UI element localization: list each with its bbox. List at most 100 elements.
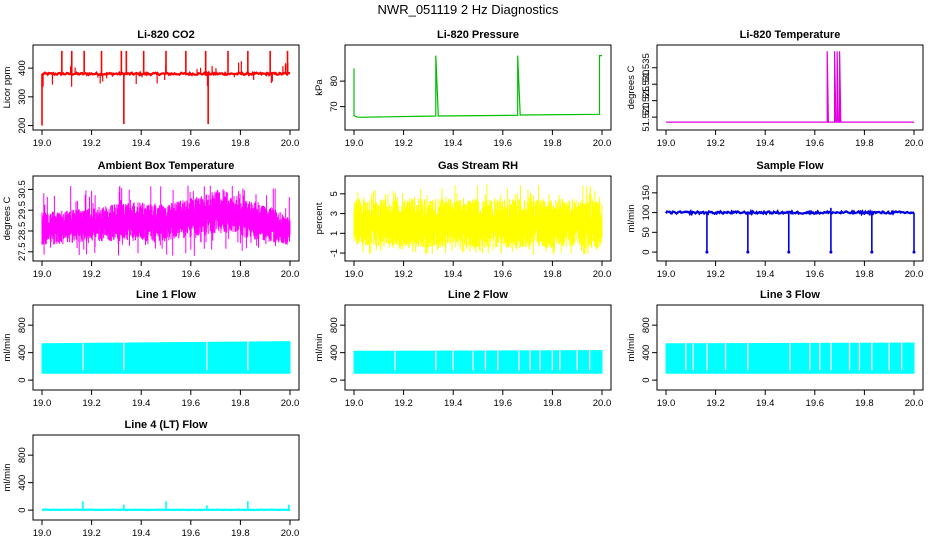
- chart-line2: Line 2 Flow 19.0 19.2 19.4 19.6 19.8 20.0 0 400 8…: [314, 289, 612, 409]
- x-tick-label: 20.0: [281, 269, 300, 280]
- plot-title: Li-820 Temperature: [740, 29, 841, 41]
- y-tick-label: 800: [641, 317, 652, 333]
- series-box_temp: [41, 185, 291, 256]
- x-tick-label: 19.8: [543, 269, 562, 280]
- y-axis-label: percent: [314, 202, 325, 234]
- x-tick-label: 19.8: [543, 398, 562, 409]
- x-tick-label: 19.2: [394, 138, 413, 149]
- plot-title: Li-820 Pressure: [437, 29, 519, 41]
- plot-title: Line 3 Flow: [760, 289, 820, 301]
- x-tick-label: 19.8: [231, 138, 250, 149]
- flow-dip-point: [705, 250, 709, 254]
- y-tick-label: 28.5: [17, 222, 28, 241]
- x-tick-label: 19.4: [444, 138, 463, 149]
- x-tick-label: 19.8: [855, 269, 874, 280]
- x-tick-label: 19.6: [182, 398, 201, 409]
- plot-frame: [344, 44, 612, 131]
- x-tick-label: 19.6: [182, 269, 201, 280]
- series-line2: [353, 349, 603, 374]
- plot-title: Line 2 Flow: [448, 289, 508, 301]
- plot-frame: [344, 175, 612, 262]
- series-line4: [41, 501, 291, 512]
- x-tick-label: 20.0: [593, 269, 612, 280]
- x-tick-label: 19.8: [231, 398, 250, 409]
- x-tick-label: 19.6: [494, 138, 513, 149]
- y-axis-label: ml/min: [314, 334, 325, 362]
- y-tick-label: 0: [641, 377, 652, 382]
- x-tick-label: 20.0: [281, 138, 300, 149]
- plot-frame: [656, 44, 924, 131]
- y-tick-label: 800: [17, 317, 28, 333]
- chart-temperature: Li-820 Temperature 19.0 19.2 19.4 19.6 19.8 20…: [626, 29, 924, 149]
- series-line: [666, 51, 914, 123]
- y-tick-label: 80: [329, 76, 340, 87]
- plot-title: Line 1 Flow: [136, 289, 196, 301]
- x-tick-label: 19.0: [345, 398, 364, 409]
- plot-frame: [32, 175, 300, 262]
- x-tick-label: 19.2: [706, 269, 725, 280]
- x-tick-label: 19.2: [706, 398, 725, 409]
- x-tick-label: 19.4: [132, 269, 151, 280]
- plot-title: Sample Flow: [756, 160, 824, 172]
- series-pressure: [353, 54, 602, 118]
- y-axis-label: degrees C: [2, 196, 13, 240]
- chart-co2: Li-820 CO2 19.0 19.2 19.4 19.6 19.8 20.0 200 300…: [2, 29, 300, 149]
- series-band: [353, 184, 603, 255]
- x-tick-label: 19.2: [82, 138, 101, 149]
- x-tick-label: 19.4: [132, 398, 151, 409]
- flow-dip-point: [912, 250, 916, 254]
- y-tick-label: 3: [329, 211, 340, 216]
- y-tick-label: 50: [641, 227, 652, 238]
- y-tick-label: 51.525: [641, 86, 652, 115]
- x-tick-label: 19.6: [182, 138, 201, 149]
- x-tick-label: 19.0: [345, 138, 364, 149]
- x-tick-label: 19.0: [33, 528, 52, 539]
- chart-line3: Line 3 Flow 19.0 19.2 19.4 19.6 19.8 20.0 0 400 8…: [626, 289, 924, 409]
- y-tick-label: 400: [17, 475, 28, 491]
- x-tick-label: 19.4: [132, 138, 151, 149]
- y-tick-label: 0: [17, 507, 28, 512]
- y-axis-label: Licor ppm: [2, 67, 13, 109]
- series-line: [353, 54, 602, 118]
- x-tick-label: 19.0: [33, 398, 52, 409]
- x-tick-label: 19.0: [33, 138, 52, 149]
- y-tick-label: 400: [17, 60, 28, 76]
- plot-title: Gas Stream RH: [438, 160, 518, 172]
- x-tick-label: 19.4: [444, 398, 463, 409]
- y-tick-label: 30.5: [17, 180, 28, 199]
- plot-title: Ambient Box Temperature: [98, 160, 235, 172]
- y-axis-label: ml/min: [626, 334, 637, 362]
- x-tick-label: 19.8: [855, 398, 874, 409]
- chart-line4: Line 4 (LT) Flow 19.0 19.2 19.4 19.6 19.8 20.0…: [2, 419, 300, 539]
- plot-title: Line 4 (LT) Flow: [125, 419, 208, 431]
- x-tick-label: 19.4: [756, 269, 775, 280]
- y-axis-label: ml/min: [2, 334, 13, 362]
- x-tick-label: 19.6: [182, 528, 201, 539]
- y-axis-label: ml/min: [2, 464, 13, 492]
- plot-frame: [32, 304, 300, 391]
- series-line1: [41, 340, 291, 374]
- x-tick-label: 19.6: [806, 398, 825, 409]
- plot-frame: [656, 304, 924, 391]
- y-tick-label: 70: [329, 101, 340, 112]
- page-title: NWR_051119 2 Hz Diagnostics: [377, 2, 559, 17]
- flow-dip-point: [787, 250, 791, 254]
- x-tick-label: 19.2: [82, 398, 101, 409]
- series-rh: [353, 184, 603, 255]
- x-tick-label: 20.0: [593, 398, 612, 409]
- x-tick-label: 19.2: [82, 269, 101, 280]
- y-tick-label: 51.520: [641, 103, 652, 132]
- x-tick-label: 19.0: [33, 269, 52, 280]
- x-tick-label: 19.4: [756, 138, 775, 149]
- x-tick-label: 19.0: [657, 398, 676, 409]
- x-tick-label: 19.0: [657, 269, 676, 280]
- y-tick-label: 300: [17, 89, 28, 105]
- y-tick-label: 51.530: [641, 70, 652, 99]
- y-tick-label: 27.5: [17, 243, 28, 262]
- x-tick-label: 19.4: [132, 528, 151, 539]
- flow-dip-point: [870, 250, 874, 254]
- series-temperature: [666, 51, 914, 123]
- y-tick-label: 51.535: [641, 53, 652, 82]
- plot-frame: [344, 304, 612, 391]
